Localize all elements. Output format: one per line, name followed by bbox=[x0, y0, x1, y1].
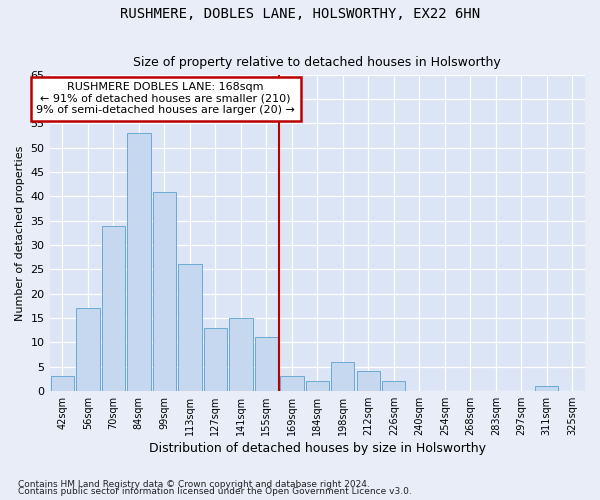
Bar bbox=[50, 376, 74, 391]
Bar bbox=[127, 133, 151, 391]
Bar bbox=[280, 376, 304, 391]
Bar bbox=[382, 381, 406, 391]
Title: Size of property relative to detached houses in Holsworthy: Size of property relative to detached ho… bbox=[133, 56, 501, 70]
Bar bbox=[203, 328, 227, 391]
Text: Contains HM Land Registry data © Crown copyright and database right 2024.: Contains HM Land Registry data © Crown c… bbox=[18, 480, 370, 489]
Text: Contains public sector information licensed under the Open Government Licence v3: Contains public sector information licen… bbox=[18, 488, 412, 496]
Y-axis label: Number of detached properties: Number of detached properties bbox=[15, 145, 25, 320]
Bar bbox=[331, 362, 355, 391]
Text: RUSHMERE DOBLES LANE: 168sqm
← 91% of detached houses are smaller (210)
9% of se: RUSHMERE DOBLES LANE: 168sqm ← 91% of de… bbox=[36, 82, 295, 116]
Bar bbox=[178, 264, 202, 391]
Bar bbox=[254, 338, 278, 391]
Bar bbox=[535, 386, 559, 391]
X-axis label: Distribution of detached houses by size in Holsworthy: Distribution of detached houses by size … bbox=[149, 442, 486, 455]
Bar bbox=[152, 192, 176, 391]
Text: RUSHMERE, DOBLES LANE, HOLSWORTHY, EX22 6HN: RUSHMERE, DOBLES LANE, HOLSWORTHY, EX22 … bbox=[120, 8, 480, 22]
Bar bbox=[76, 308, 100, 391]
Bar bbox=[356, 372, 380, 391]
Bar bbox=[305, 381, 329, 391]
Bar bbox=[101, 226, 125, 391]
Bar bbox=[229, 318, 253, 391]
